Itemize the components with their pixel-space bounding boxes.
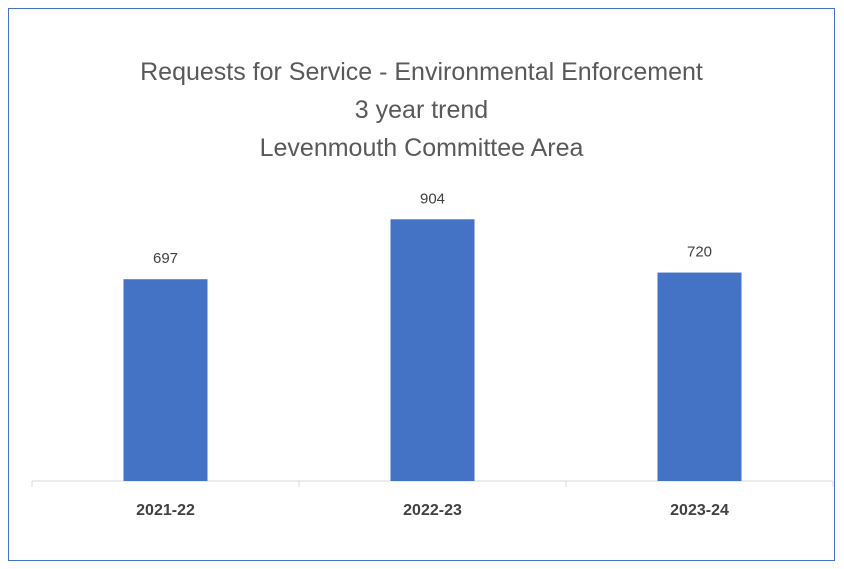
x-tick-label-2021-22: 2021-22 [136,502,195,519]
x-tick-label-2022-23: 2022-23 [403,502,462,519]
bar-2023-24 [657,272,742,481]
data-label-2021-22: 697 [153,250,178,267]
chart-title-line-2: 3 year trend [354,96,489,124]
bar-2022-23 [390,219,475,482]
chart-title-line-3: Levenmouth Committee Area [259,134,584,162]
x-tick-label-2023-24: 2023-24 [670,502,729,519]
data-label-2023-24: 720 [687,244,712,261]
chart-title-line-1: Requests for Service - Environmental Enf… [140,58,703,86]
chart-title: Requests for Service - Environmental Enf… [9,53,834,167]
bar-2021-22 [123,279,208,481]
data-label-2022-23: 904 [420,190,445,207]
